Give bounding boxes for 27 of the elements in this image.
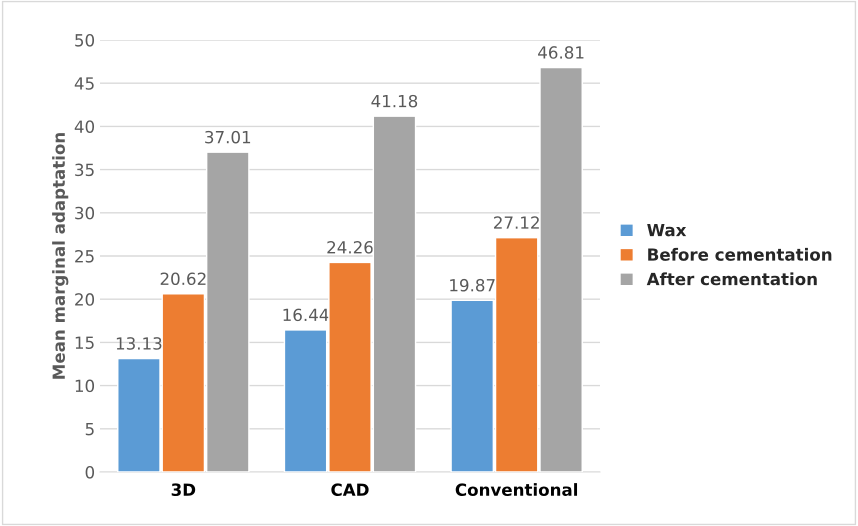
x-tick-label: CAD xyxy=(331,483,369,496)
data-label: 24.26 xyxy=(327,241,373,254)
x-tick-label: 3D xyxy=(172,483,196,496)
y-tick-label: 45 xyxy=(74,77,94,90)
y-tick-label: 15 xyxy=(76,336,94,349)
y-tick-label: 50 xyxy=(75,34,94,47)
data-label: 13.13 xyxy=(116,337,162,350)
legend-label: After cementation xyxy=(646,272,817,286)
y-tick-label: 40 xyxy=(74,120,94,133)
y-tick-label: 35 xyxy=(75,164,94,176)
legend-label: Wax xyxy=(647,224,686,236)
y-tick-label: 10 xyxy=(76,380,94,392)
data-label: 37.01 xyxy=(205,130,250,144)
legend-label: Before cementation xyxy=(648,248,832,261)
y-tick-label: 0 xyxy=(86,466,94,479)
data-label: 20.62 xyxy=(160,272,206,286)
y-tick-label: 25 xyxy=(75,250,94,263)
x-tick-label: Conventional xyxy=(456,483,578,496)
y-tick-label: 30 xyxy=(75,206,94,220)
y-axis-title: Mean marginal adaptation xyxy=(52,133,68,379)
data-label: 27.12 xyxy=(494,216,539,229)
data-label: 16.44 xyxy=(284,308,328,322)
data-label: 19.87 xyxy=(450,278,495,292)
y-tick-label: 5 xyxy=(86,422,94,436)
y-tick-label: 20 xyxy=(75,293,94,306)
data-label: 46.81 xyxy=(538,46,584,59)
data-label: 41.18 xyxy=(371,94,418,108)
